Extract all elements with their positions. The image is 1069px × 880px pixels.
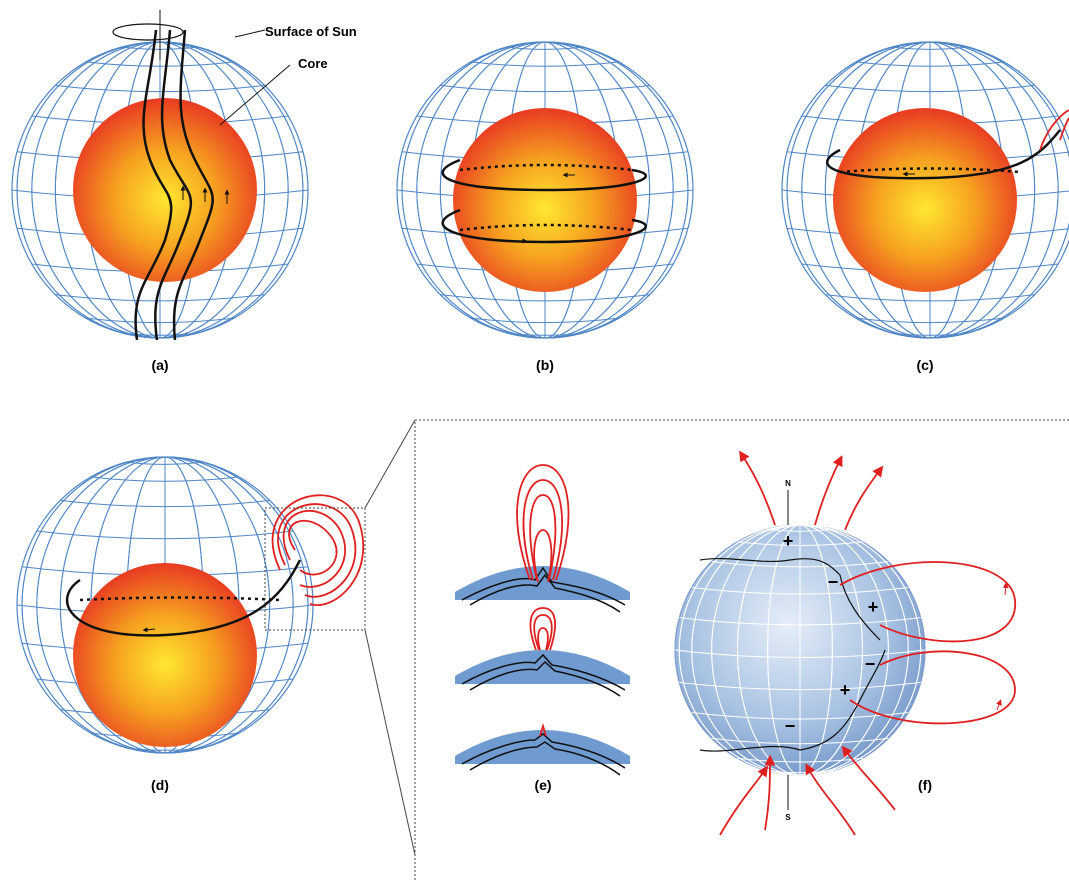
core (833, 108, 1017, 292)
parallel (506, 46, 584, 50)
parallel (60, 499, 270, 508)
parallel (711, 737, 889, 745)
parallel (691, 587, 909, 595)
field-lines-c (826, 109, 1069, 180)
parallel (85, 317, 235, 324)
parallel (470, 317, 620, 324)
globes (11, 41, 1069, 776)
parallel (855, 317, 1005, 324)
parallel (440, 84, 650, 93)
polarity-sign: − (828, 572, 839, 592)
parallel (121, 332, 199, 336)
globe (781, 41, 1069, 339)
pole-south: S (785, 813, 791, 822)
globe (674, 524, 926, 776)
parallel (55, 294, 265, 302)
parallel (506, 332, 584, 336)
parallel (767, 528, 833, 532)
meridian (786, 41, 1069, 339)
panel-label: (a) (151, 357, 168, 373)
meridian (21, 456, 309, 754)
panel-e-caps (455, 464, 630, 776)
parallel (55, 84, 265, 93)
parallel (891, 332, 969, 336)
parallel (737, 757, 863, 763)
parallel (90, 476, 240, 482)
parallel (825, 294, 1035, 302)
polarity-sign: + (783, 531, 794, 551)
parallel (440, 294, 650, 302)
parallel (126, 747, 204, 751)
panel-label: (c) (916, 357, 933, 373)
annotation-surface: Surface of Sun (265, 24, 357, 39)
parallel (855, 61, 1005, 67)
panel-label: (e) (534, 777, 551, 793)
parallel (825, 84, 1035, 93)
parallel (85, 61, 235, 67)
polarity-sign: − (865, 654, 876, 674)
parallel (36, 530, 294, 540)
core (73, 563, 257, 747)
parallel (674, 649, 926, 658)
panel-label: (f) (918, 777, 932, 793)
meridian (401, 41, 689, 339)
parallel (737, 541, 863, 546)
panel-label: (d) (151, 777, 169, 793)
core (453, 108, 637, 292)
parallel (470, 61, 620, 67)
pole-north: N (785, 479, 791, 488)
annotation-core: Core (298, 56, 328, 71)
parallel (126, 461, 204, 465)
polarity-sign: + (868, 597, 879, 617)
field-lines-a (112, 10, 291, 341)
field-lines-b (441, 158, 647, 244)
globe (16, 456, 314, 754)
panel-f-field (699, 450, 1016, 836)
parallel (711, 561, 889, 568)
parallel (891, 46, 969, 50)
globe (11, 41, 309, 339)
polarity-sign: − (785, 716, 796, 736)
panel-label: (b) (536, 357, 554, 373)
polarity-sign: + (840, 680, 851, 700)
parallel (679, 681, 921, 691)
parallel (679, 617, 921, 626)
parallel (767, 770, 833, 774)
field-lines-d (65, 419, 1069, 880)
